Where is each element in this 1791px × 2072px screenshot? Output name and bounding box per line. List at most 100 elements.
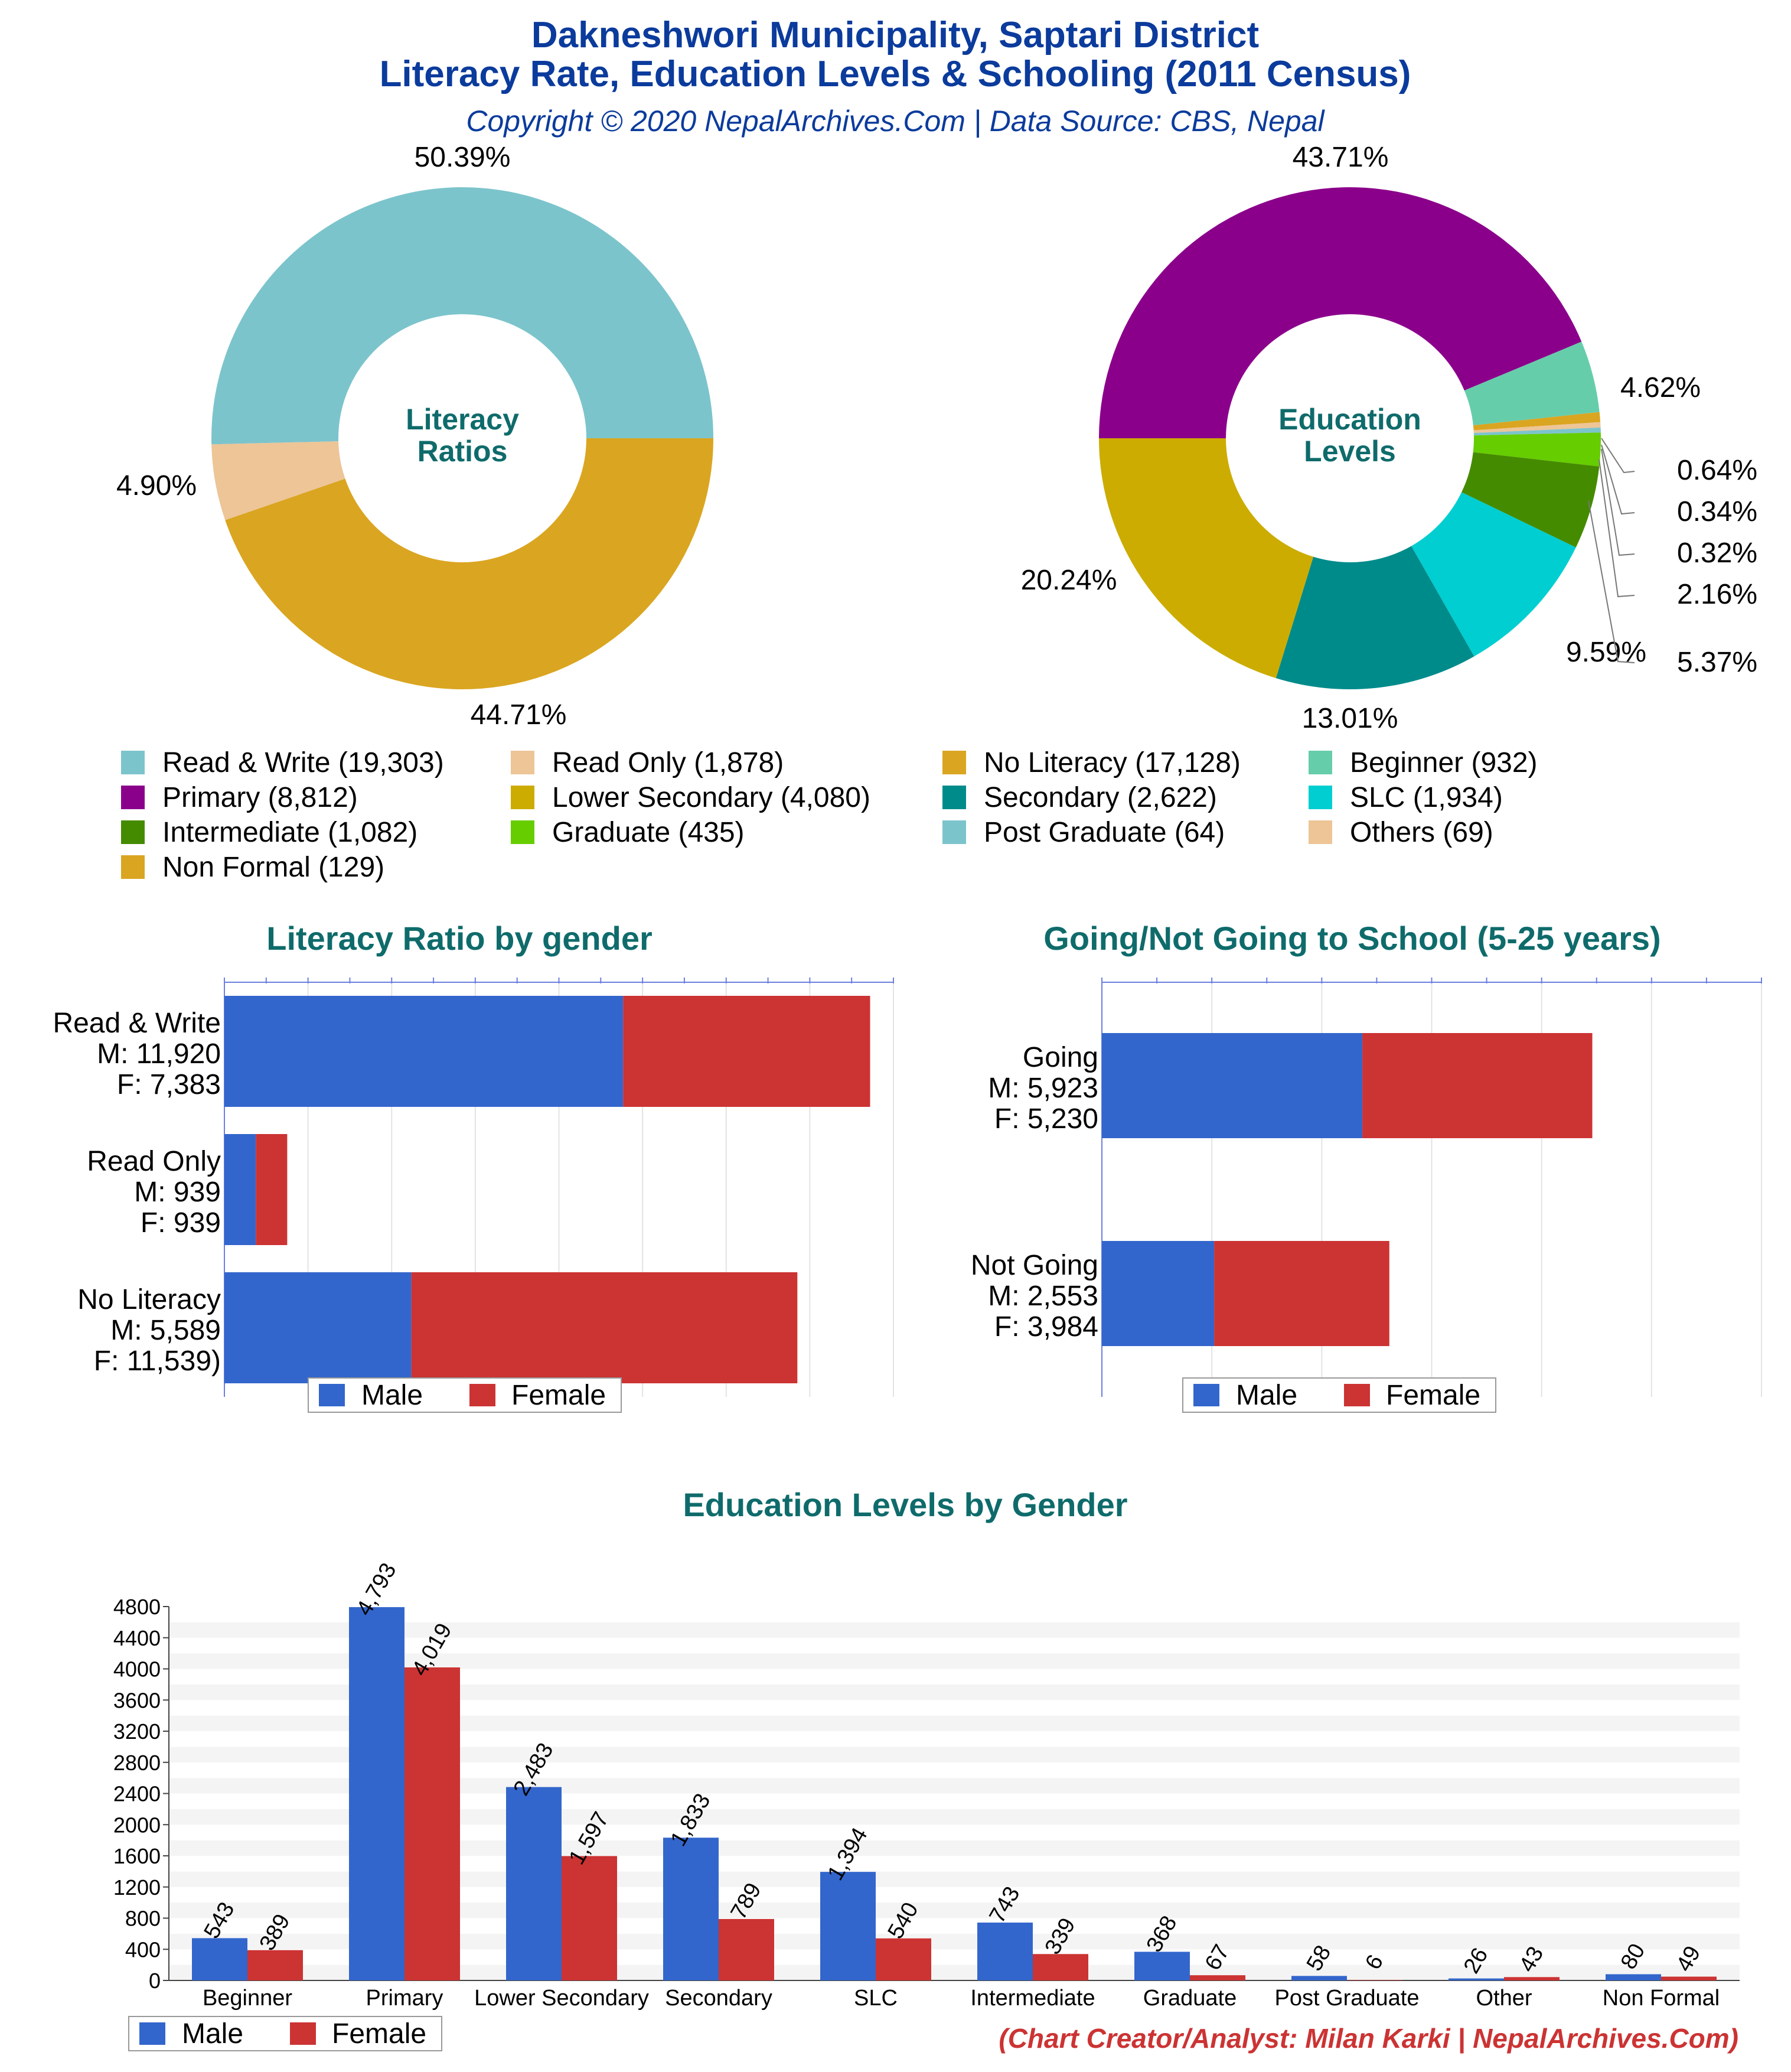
legend-item-label: SLC (1,934) [1350, 782, 1503, 813]
legend-swatch [121, 855, 145, 879]
literacy-donut-center-line1: Literacy [406, 403, 519, 436]
slice-read-only [211, 441, 345, 520]
literacy-gender-title: Literacy Ratio by gender [266, 920, 653, 957]
legend-item-label: No Literacy (17,128) [984, 747, 1241, 778]
bar-male-no-literacy [224, 1272, 412, 1383]
legend-item-label: Read Only (1,878) [552, 747, 784, 778]
education-donut-center-line2: Levels [1304, 435, 1396, 468]
row-label-read-write: Read & Write [53, 1008, 221, 1039]
bar-female-slc [876, 1938, 931, 1980]
bar-female-primary [404, 1667, 460, 1980]
bar-male-graduate [1134, 1952, 1190, 1980]
leader-line [1598, 459, 1635, 598]
x-tick-label: Lower Secondary [474, 1986, 649, 2011]
y-tick-label: 1200 [113, 1875, 161, 1900]
grid-band [169, 1653, 1740, 1669]
literacy-donut-center-line2: Ratios [417, 435, 508, 468]
school-title: Going/Not Going to School (5-25 years) [1043, 920, 1660, 957]
education-slice-label: 2.16% [1677, 579, 1757, 610]
legend-female-label: Female [511, 1380, 606, 1411]
x-tick-label: Non Formal [1603, 1986, 1720, 2011]
y-tick-label: 4000 [113, 1657, 161, 1682]
page-subtitle: Copyright © 2020 NepalArchives.Com | Dat… [466, 105, 1325, 138]
slice-read-write [211, 187, 713, 445]
legend-item-label: Graduate (435) [552, 817, 745, 848]
bar-male-other [1449, 1978, 1504, 1980]
slice-graduate [1473, 432, 1601, 467]
bar-male-intermediate [977, 1923, 1033, 1980]
slice-no-literacy [225, 438, 714, 689]
x-tick-label: Primary [366, 1986, 443, 2011]
page-title-line2: Literacy Rate, Education Levels & School… [380, 54, 1411, 95]
slice-beginner [1464, 341, 1600, 426]
legend-swatch [1309, 786, 1332, 809]
education-gender-chart: 0 400 800 1200 1600 2000 2400 2800 3200 3600 4000 4… [113, 1559, 1740, 2011]
education-slice-label: 4.62% [1620, 372, 1701, 403]
slice-secondary [1275, 546, 1474, 689]
bar-male-non-formal [1606, 1974, 1661, 1980]
leader-line [1588, 500, 1635, 663]
slice-post-graduate [1473, 427, 1601, 436]
bar-female-other [1504, 1977, 1560, 1980]
bar-female-read-only [256, 1134, 288, 1245]
row-label-going: M: 5,923 [988, 1073, 1098, 1104]
row-label-going: F: 5,230 [994, 1103, 1098, 1135]
bar-male-beginner [192, 1938, 247, 1980]
legend-female-label: Female [1386, 1380, 1480, 1411]
row-label-read-write: M: 11,920 [97, 1038, 221, 1070]
slice-lower-secondary [1099, 438, 1314, 679]
legend-female-label: Female [332, 2018, 426, 2050]
bar-male-read-only [224, 1134, 256, 1245]
slice-slc [1411, 492, 1576, 657]
slice-non-formal [1473, 412, 1601, 431]
grid-band [169, 1622, 1740, 1638]
education-slice-label: 9.59% [1566, 637, 1646, 668]
literacy-gender-legend: Male Female [308, 1377, 622, 1413]
row-label-no-literacy: F: 11,539) [94, 1346, 221, 1377]
education-slice-label: 0.32% [1677, 537, 1757, 569]
y-tick-label: 3200 [113, 1719, 161, 1744]
bar-female-read-write [623, 996, 870, 1107]
legend-swatch [511, 751, 534, 774]
bar-female-no-literacy [411, 1272, 798, 1383]
donut-legend: Read & Write (19,303) Read Only (1,878) No… [121, 747, 1538, 883]
legend-female-swatch [1344, 1384, 1370, 1406]
leader-line [1601, 448, 1635, 556]
legend-item-label: Non Formal (129) [162, 852, 384, 883]
legend-swatch [121, 820, 145, 844]
bar-male-primary [349, 1607, 404, 1980]
legend-item-label: Others (69) [1350, 817, 1493, 848]
leader-line [1601, 438, 1635, 474]
x-tick-label: Beginner [203, 1986, 292, 2011]
legend-female-swatch [469, 1384, 495, 1406]
y-tick-label: 1600 [113, 1844, 161, 1868]
bar-male-post-graduate [1291, 1976, 1347, 1980]
x-tick-label: Other [1476, 1986, 1532, 2011]
legend-male-label: Male [182, 2018, 243, 2050]
credit-line: (Chart Creator/Analyst: Milan Karki | Ne… [999, 2023, 1738, 2054]
bar-female-graduate [1190, 1975, 1245, 1980]
bar-female-secondary [719, 1918, 774, 1980]
slice-others [1473, 422, 1601, 434]
legend-swatch [121, 751, 145, 774]
legend-male-label: Male [1236, 1380, 1297, 1411]
bar-male-lower-secondary [506, 1787, 562, 1980]
legend-item-label: Intermediate (1,082) [162, 817, 417, 848]
y-tick-label: 4800 [113, 1595, 161, 1619]
bar-female-going [1362, 1033, 1593, 1138]
grid-band [169, 1637, 1740, 1654]
legend-item-label: Secondary (2,622) [984, 782, 1217, 813]
bar-male-secondary [663, 1838, 719, 1980]
school-legend: Male Female [1182, 1377, 1496, 1413]
legend-item-label: Primary (8,812) [162, 782, 358, 813]
legend-swatch [942, 820, 966, 844]
legend-female-swatch [290, 2022, 316, 2045]
literacy-slice-label: 44.71% [471, 699, 567, 731]
legend-swatch [1309, 820, 1332, 844]
y-tick-label: 2400 [113, 1782, 161, 1806]
row-label-not-going: Not Going [971, 1250, 1098, 1281]
legend-item-label: Post Graduate (64) [984, 817, 1225, 848]
grid-band [169, 1607, 1740, 1623]
